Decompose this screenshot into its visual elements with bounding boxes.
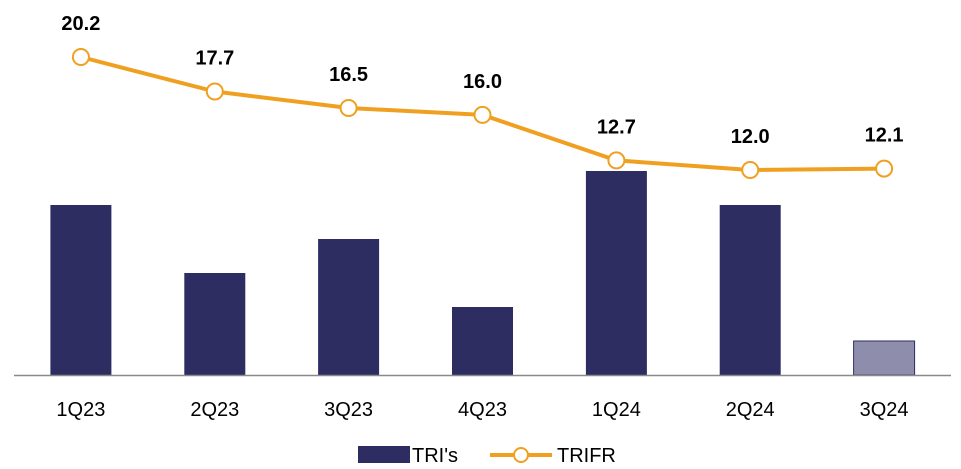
line-layer	[71, 48, 894, 179]
data-labels: 20.2 17.7 16.5 16.0 12.7 12.0 12.1	[61, 13, 903, 148]
x-tick-label: 1Q24	[592, 399, 641, 421]
x-tick-labels: 1Q23 2Q23 3Q23 4Q23 1Q24 2Q24 3Q24	[56, 399, 908, 421]
bar-4q23	[452, 307, 513, 375]
x-tick-label: 3Q23	[324, 399, 373, 421]
x-tick-label: 2Q24	[726, 399, 775, 421]
trifr-data-label: 12.0	[731, 126, 770, 148]
trifr-marker-1q24	[607, 151, 626, 170]
x-tick-label: 1Q23	[56, 399, 105, 421]
trifr-marker-1q23	[71, 48, 90, 66]
bar-2q23	[184, 273, 246, 375]
bar-3q23	[318, 239, 380, 375]
trifr-marker-3q23	[339, 99, 358, 117]
trifr-data-label: 16.0	[463, 71, 502, 93]
trifr-marker-3q24	[875, 159, 894, 178]
legend-label-trifr: TRIFR	[557, 445, 616, 467]
bar-1q24	[585, 171, 647, 375]
legend-swatch-trifr-marker	[513, 447, 529, 463]
x-tick-label: 3Q24	[860, 399, 909, 421]
bar-1q23	[50, 205, 112, 375]
legend-swatch-tris	[358, 446, 410, 463]
legend: TRI's TRIFR	[358, 445, 616, 467]
trifr-data-label: 12.1	[865, 125, 904, 147]
x-tick-label: 4Q23	[458, 399, 507, 421]
x-tick-label: 2Q23	[190, 399, 239, 421]
bars-layer	[50, 171, 916, 376]
bar-3q24	[853, 340, 916, 376]
trifr-data-label: 20.2	[61, 13, 100, 35]
legend-label-tris: TRI's	[412, 445, 458, 467]
trifr-marker-2q23	[205, 82, 224, 101]
trifr-data-label: 17.7	[195, 48, 234, 70]
trifr-data-label: 12.7	[597, 116, 636, 138]
trifr-marker-2q24	[741, 161, 760, 179]
trifr-data-label: 16.5	[329, 64, 368, 86]
bar-2q24	[719, 205, 781, 375]
trifr-marker-4q23	[473, 105, 492, 124]
